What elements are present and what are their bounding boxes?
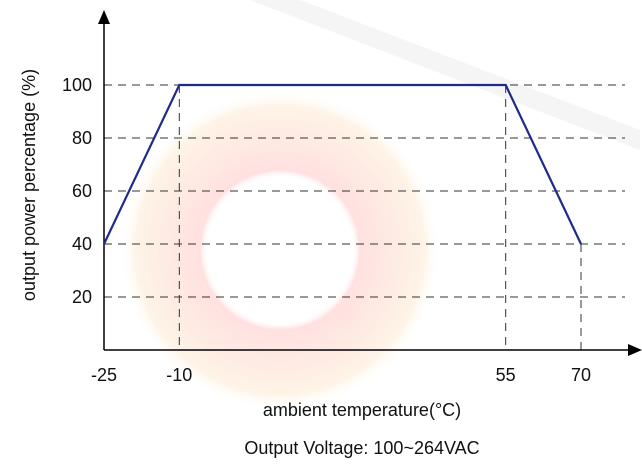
x-axis-label: ambient temperature(°C) xyxy=(263,400,461,420)
x-tick-label: 55 xyxy=(496,365,516,385)
x-tick-label: -10 xyxy=(166,365,192,385)
x-tick-label: -25 xyxy=(91,365,117,385)
watermark xyxy=(120,90,440,410)
y-axis-label: output power percentage (%) xyxy=(19,69,39,301)
x-arrow xyxy=(628,344,642,356)
subtitle: Output Voltage: 100~264VAC xyxy=(244,438,479,458)
y-tick-label: 20 xyxy=(72,287,92,307)
y-tick-label: 100 xyxy=(62,75,92,95)
y-arrow xyxy=(98,10,110,24)
y-tick-label: 40 xyxy=(72,234,92,254)
y-tick-label: 60 xyxy=(72,181,92,201)
x-tick-label: 70 xyxy=(571,365,591,385)
series-line xyxy=(103,83,582,245)
watermark-stripe xyxy=(250,0,640,150)
y-tick-label: 80 xyxy=(72,128,92,148)
